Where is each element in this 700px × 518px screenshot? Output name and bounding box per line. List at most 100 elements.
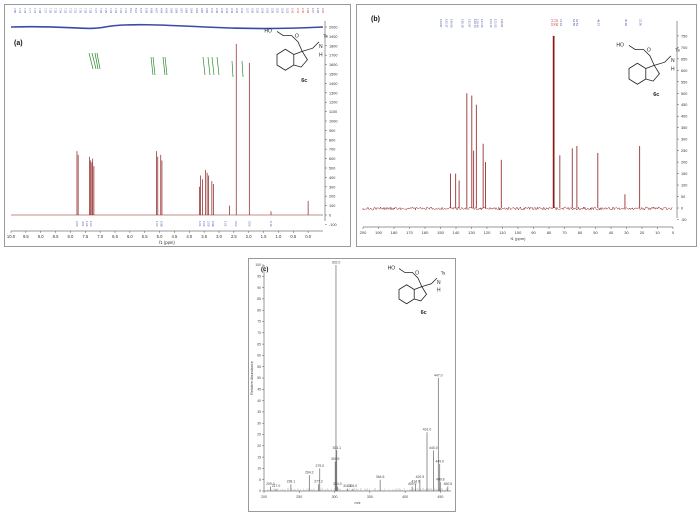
y-tick-label: -50: [681, 218, 687, 222]
structure-c-side-chain: [398, 268, 423, 287]
x-tick-label: 60: [578, 230, 583, 235]
nmr-13c-plot: (b) 143.87 142.37 140.93 135.19 131.87 129.731…: [360, 16, 688, 241]
ms-peak-label: 302.0: [332, 261, 341, 265]
structure-c-n-label: N: [437, 280, 441, 286]
shift-label: 142.37: [444, 19, 448, 28]
y-tick-label: 550: [681, 80, 687, 84]
y-tick-label: 0: [681, 207, 683, 211]
mass-spectrum-panel: (c) 0 5 10 15 20 25 30 35 40 45 50 55 60 65 70 75 80 85 90 9…: [248, 258, 456, 512]
panel-label-a: (a): [14, 40, 23, 47]
structure-a-h-label: H: [319, 53, 323, 59]
shift-label: 3.60: [200, 8, 204, 14]
shift-label: 123.10: [489, 19, 493, 28]
structure-a-furan-ring: [293, 50, 308, 68]
integration-value: 2.00: [202, 221, 206, 227]
y-tick-label: 200: [329, 195, 335, 199]
shift-label: 7.32: [69, 8, 73, 14]
x-tick-label: 80: [547, 230, 552, 235]
shift-label: 7.23: [114, 8, 118, 14]
shift-label: 3.41: [240, 8, 244, 14]
y-tick-label: 600: [329, 157, 335, 161]
y-tick-label: 45: [257, 388, 261, 392]
integration-mark: [231, 60, 234, 78]
shift-label: 135.19: [460, 19, 464, 28]
x-tick-label: 0.5: [290, 234, 296, 239]
shift-label: 110.91: [500, 19, 504, 28]
y-tick-label: 1400: [329, 82, 337, 86]
structure-c-amine-chain: [421, 277, 438, 288]
ms-peak-label: 440.0: [429, 446, 438, 450]
x-tick-label: 1.5: [261, 234, 267, 239]
shift-label: 3.36: [250, 8, 254, 14]
y-tick-label: 450: [681, 103, 687, 107]
integration-value: 0.98: [159, 221, 163, 227]
shift-label: 5.11: [129, 8, 133, 13]
integration-mark: [211, 56, 215, 76]
structure-c-furan-ring: [414, 286, 428, 302]
y-tick-label: 1100: [329, 110, 337, 114]
x-tick-label: 1.0: [276, 234, 282, 239]
y-tick-label: 90: [257, 286, 261, 290]
shift-label: 30.96: [624, 19, 628, 26]
structure-a-side-chain: [276, 31, 303, 52]
ms-peak-label: 431.0: [423, 428, 432, 432]
y-tick-label: 60: [257, 354, 261, 358]
y-tick-label: 700: [681, 46, 687, 50]
structure-c-ho-label: HO: [388, 266, 396, 272]
structure-a-amine-chain: [302, 41, 320, 52]
shift-label: 1.96: [316, 8, 320, 14]
ms-peak-label: 449.8: [436, 477, 445, 481]
shift-label: 7.38: [38, 8, 42, 14]
integration-mark: [241, 60, 244, 78]
x-tick-label: 70: [562, 230, 567, 235]
y-tick-label: 10: [257, 467, 261, 471]
ms-peak-label: 303.1: [333, 446, 342, 450]
y-tick-label: 5: [259, 478, 261, 482]
panel-label-b: (b): [371, 16, 380, 23]
integration-mark: [152, 56, 156, 76]
y-tick-label: 0: [329, 214, 331, 218]
ms-peak-label: 449.0: [435, 459, 444, 463]
structure-b-amine-chain: [654, 55, 672, 66]
x-tick-label: 5.5: [142, 234, 148, 239]
y-tick-label: 15: [257, 455, 261, 459]
nmr-13c-panel: (b) 143.87 142.37 140.93 135.19 131.87 129.73 1…: [356, 4, 697, 247]
x-tick-label: 10: [655, 230, 660, 235]
structure-b-ho-label: HO: [616, 42, 624, 48]
shift-label: 121.53: [494, 19, 498, 28]
structure-b-furan-ring: [645, 64, 660, 82]
shift-label: 7.28: [89, 8, 93, 14]
integration-value: 1.01: [224, 221, 228, 227]
shift-label: 3.37: [245, 8, 249, 14]
shift-label: 3.46: [215, 8, 219, 14]
shift-label: 5.10: [134, 8, 138, 14]
x-tick-label: 180: [391, 230, 398, 235]
x-tick-label: 140: [453, 230, 460, 235]
shift-label: 129.40: [475, 19, 479, 28]
y-tick-label: 1500: [329, 73, 337, 77]
y-tick-label: 500: [681, 92, 687, 96]
integration-value: 0.98: [211, 221, 215, 227]
x-tick-label: 400: [402, 495, 408, 499]
y-tick-label: 30: [257, 421, 261, 425]
shift-label: 3.69: [170, 8, 174, 14]
shift-label: 1.97: [311, 8, 315, 14]
structure-b-benzene-ring: [628, 62, 647, 85]
shift-label: 127.60: [480, 19, 484, 28]
structure-b-h-label: H: [671, 67, 675, 73]
x-tick-label: 170: [406, 230, 413, 235]
x-tick-label: 2.0: [246, 234, 252, 239]
shift-label: 3.47: [210, 8, 214, 14]
y-tick-label: 400: [681, 115, 687, 119]
shift-label: 3.63: [195, 8, 199, 14]
x-tick-label: 300: [332, 495, 338, 499]
x-tick-label: 130: [468, 230, 475, 235]
y-tick-label: 650: [681, 57, 687, 61]
x-tick-label: 0: [672, 230, 675, 235]
shift-label: 4.97: [154, 8, 158, 14]
ms-peak-label: 238.1: [287, 480, 296, 484]
x-tick-label: 4.0: [186, 234, 192, 239]
shift-label: 5.07: [139, 8, 143, 14]
ms-peak-label: 264.2: [305, 471, 314, 475]
y-tick-label: 25: [257, 433, 261, 437]
